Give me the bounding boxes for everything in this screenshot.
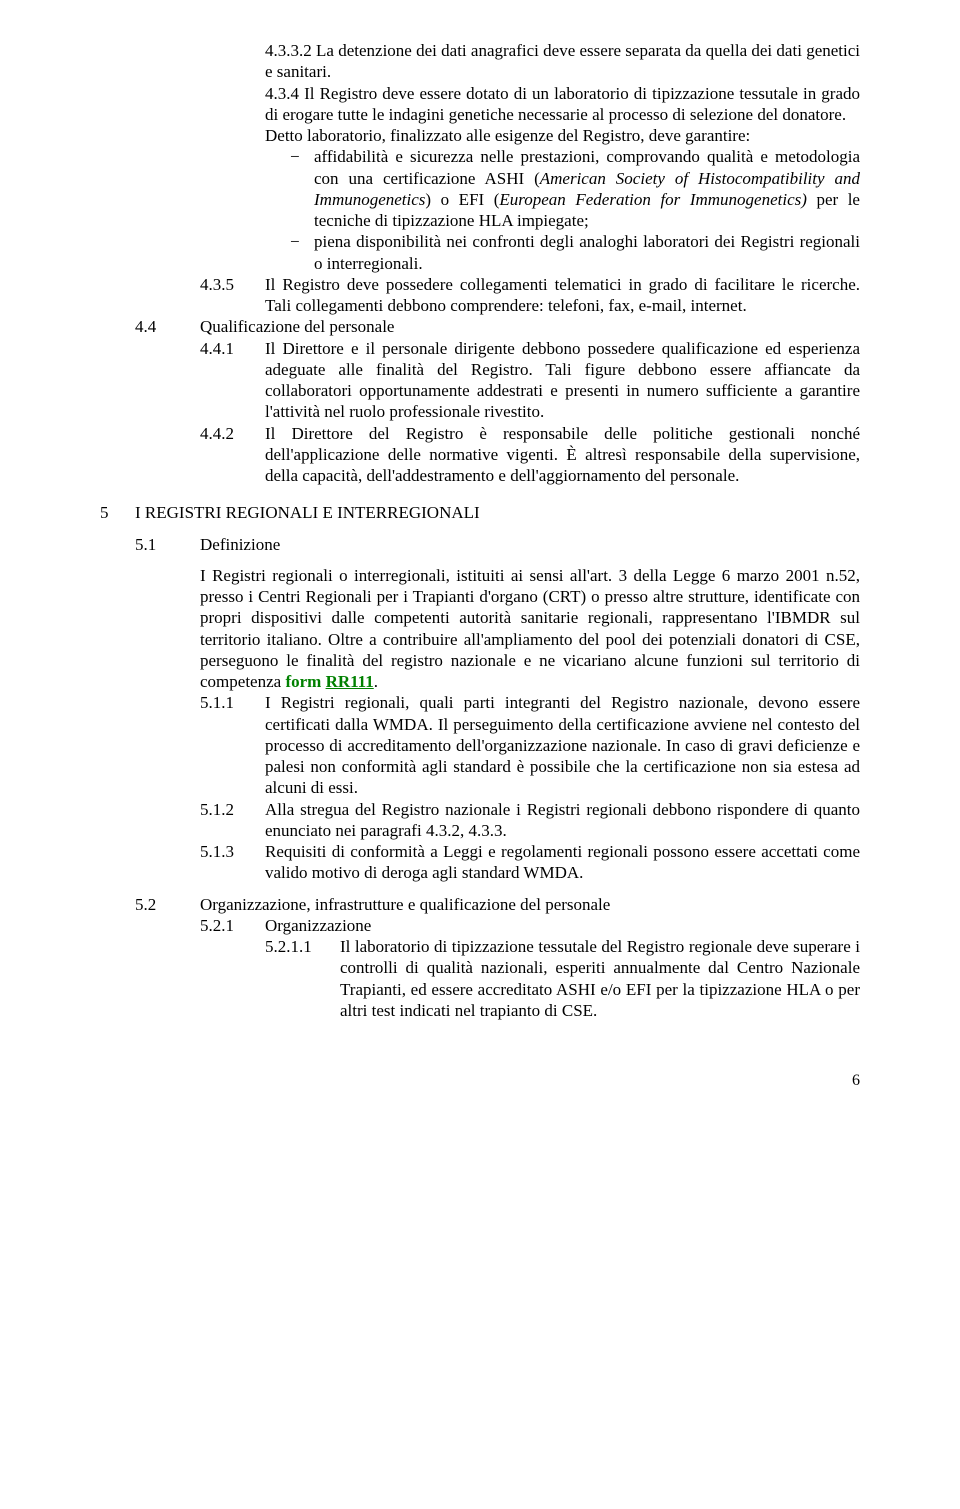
section-number: 5.2.1.1 xyxy=(265,936,340,1021)
section-heading: Qualificazione del personale xyxy=(200,316,860,337)
paragraph-5-1-3: 5.1.3 Requisiti di conformità a Leggi e … xyxy=(100,841,860,884)
section-5-1-body: I Registri regionali o interregionali, i… xyxy=(100,565,860,693)
section-text: Il Registro deve possedere collegamenti … xyxy=(265,274,860,317)
text-fragment: . xyxy=(374,672,378,691)
form-word: form xyxy=(285,672,321,691)
bullet-dash-icon: − xyxy=(290,231,314,274)
section-number: 5 xyxy=(100,502,135,523)
section-5: 5 I REGISTRI REGIONALI E INTERREGIONALI xyxy=(100,502,860,523)
bullet-text: piena disponibilità nei confronti degli … xyxy=(314,231,860,274)
document-page: 4.3.3.2 La detenzione dei dati anagrafic… xyxy=(0,0,960,1131)
section-heading: Organizzazione xyxy=(265,915,860,936)
section-text: I Registri regionali, quali parti integr… xyxy=(265,692,860,798)
section-text: Alla stregua del Registro nazionale i Re… xyxy=(265,799,860,842)
section-heading: Organizzazione, infrastrutture e qualifi… xyxy=(200,894,860,915)
section-text: Il laboratorio di tipizzazione tessutale… xyxy=(340,936,860,1021)
bullet-list: − affidabilità e sicurezza nelle prestaz… xyxy=(100,146,860,274)
section-number: 5.2.1 xyxy=(200,915,265,936)
bullet-text: affidabilità e sicurezza nelle prestazio… xyxy=(314,146,860,231)
page-number: 6 xyxy=(100,1071,860,1091)
form-link[interactable]: form RR111 xyxy=(285,672,373,691)
paragraph-4-3-4-intro: Detto laboratorio, finalizzato alle esig… xyxy=(100,125,860,146)
italic-text: European Federation for Immunogenetics) xyxy=(499,190,807,209)
paragraph-5-2-1-1: 5.2.1.1 Il laboratorio di tipizzazione t… xyxy=(100,936,860,1021)
form-code: RR111 xyxy=(326,672,374,691)
paragraph-4-4-2: 4.4.2 Il Direttore del Registro è respon… xyxy=(100,423,860,487)
section-number: 5.1.3 xyxy=(200,841,265,884)
section-text: Il Direttore del Registro è responsabile… xyxy=(265,423,860,487)
section-number: 5.1.1 xyxy=(200,692,265,798)
bullet-item: − affidabilità e sicurezza nelle prestaz… xyxy=(290,146,860,231)
section-number: 4.4.1 xyxy=(200,338,265,423)
section-heading: I REGISTRI REGIONALI E INTERREGIONALI xyxy=(135,502,860,523)
section-5-2-1: 5.2.1 Organizzazione xyxy=(100,915,860,936)
section-4-4: 4.4 Qualificazione del personale xyxy=(100,316,860,337)
paragraph-5-1-2: 5.1.2 Alla stregua del Registro nazional… xyxy=(100,799,860,842)
section-text: Requisiti di conformità a Leggi e regola… xyxy=(265,841,860,884)
paragraph-5-1-1: 5.1.1 I Registri regionali, quali parti … xyxy=(100,692,860,798)
bullet-dash-icon: − xyxy=(290,146,314,231)
section-number: 5.2 xyxy=(135,894,200,915)
section-5-2: 5.2 Organizzazione, infrastrutture e qua… xyxy=(100,894,860,915)
section-number: 5.1.2 xyxy=(200,799,265,842)
section-number: 4.4 xyxy=(135,316,200,337)
text-fragment: ) o EFI ( xyxy=(425,190,499,209)
paragraph-4-3-3-2: 4.3.3.2 La detenzione dei dati anagrafic… xyxy=(100,40,860,83)
paragraph-4-4-1: 4.4.1 Il Direttore e il personale dirige… xyxy=(100,338,860,423)
section-5-1: 5.1 Definizione xyxy=(100,534,860,555)
paragraph-4-3-5: 4.3.5 Il Registro deve possedere collega… xyxy=(100,274,860,317)
paragraph-4-3-4: 4.3.4 Il Registro deve essere dotato di … xyxy=(100,83,860,126)
section-number: 4.4.2 xyxy=(200,423,265,487)
section-number: 5.1 xyxy=(135,534,200,555)
section-number: 4.3.5 xyxy=(200,274,265,317)
bullet-item: − piena disponibilità nei confronti degl… xyxy=(290,231,860,274)
section-heading: Definizione xyxy=(200,534,860,555)
section-text: Il Direttore e il personale dirigente de… xyxy=(265,338,860,423)
